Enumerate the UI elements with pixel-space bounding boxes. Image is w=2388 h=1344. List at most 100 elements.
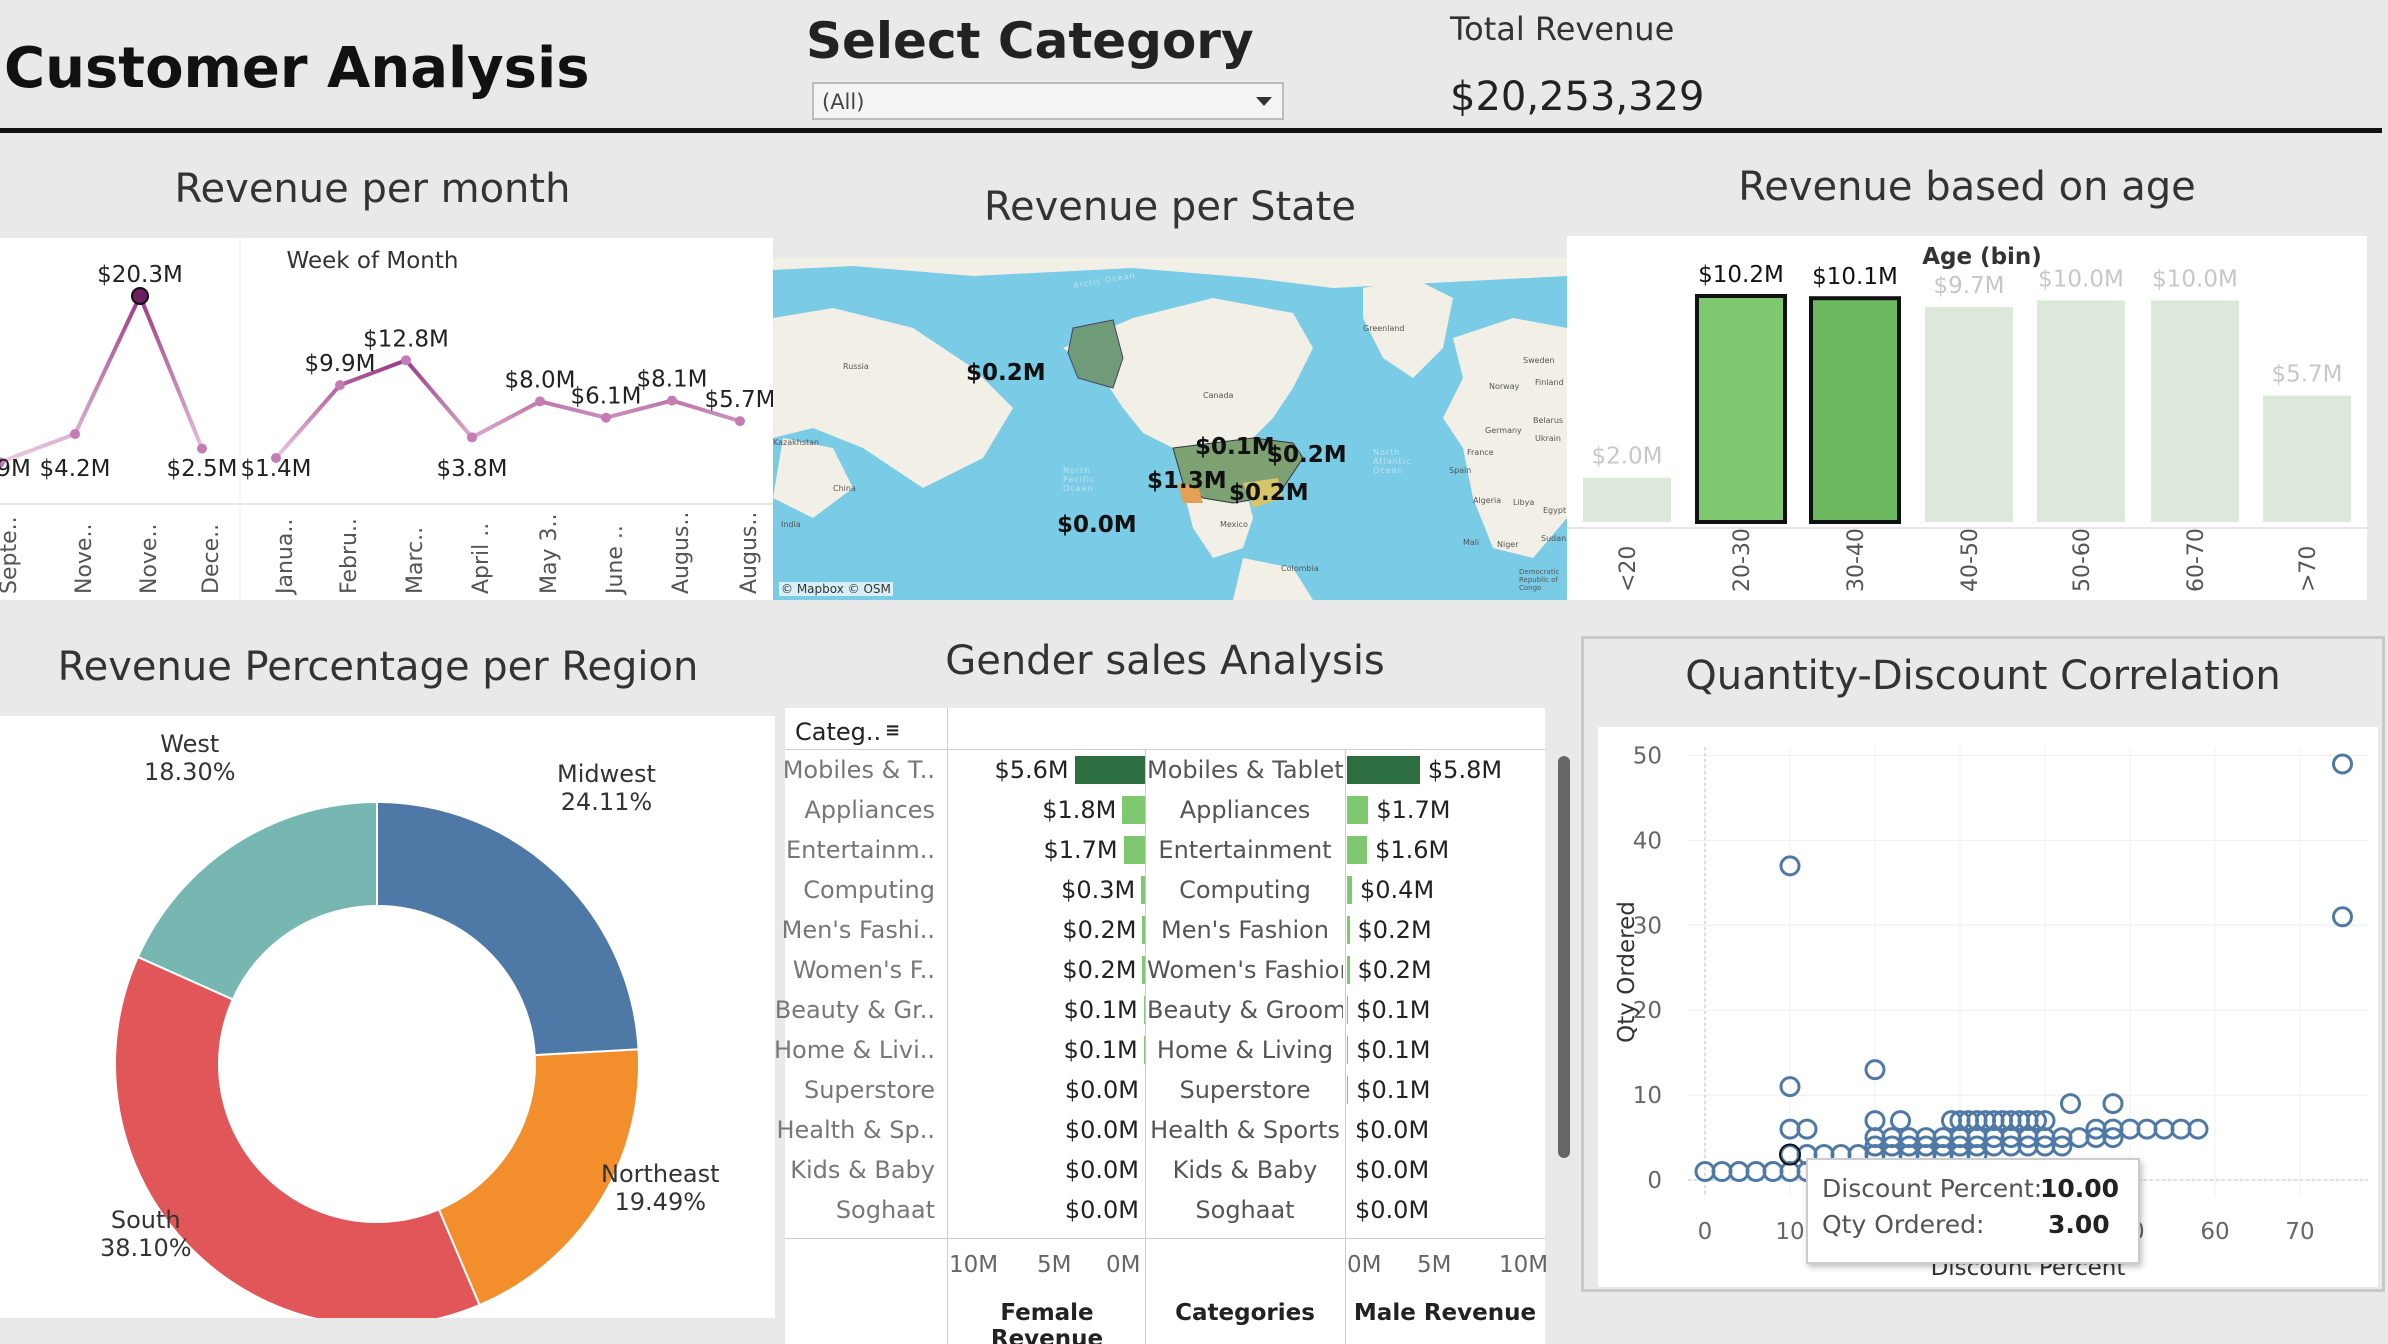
table-row[interactable]: Health & Sp.. $0.0M Health & Sports $0.0M [776,1110,1545,1150]
female-bar[interactable] [1122,796,1145,824]
x-tick-label: 70 [2285,1219,2314,1245]
age-bar [1809,296,1901,525]
ocean-name: North Atlantic Ocean [1373,448,1412,475]
alaska-shape[interactable] [1067,319,1124,389]
highlighted-point [1779,1143,1801,1166]
region-chart-panel: Midwest 24.11% Northeast 19.49% South 38… [0,716,775,1318]
map-label-south: $0.2M [1229,480,1309,506]
category-column-header[interactable]: Categ.. [795,718,882,746]
map-attribution: © Mapbox © OSM [779,582,893,596]
male-bar[interactable] [1347,1036,1349,1064]
category-full-label: Computing [1179,876,1311,904]
region-label-midwest: Midwest 24.11% [557,760,656,816]
category-full-label: Women's Fashion [1147,956,1343,984]
us-south-highlight[interactable] [1243,478,1283,508]
tooltip-y-value: 3.00 [2048,1210,2110,1239]
table-row[interactable]: Home & Livi.. $0.1M Home & Living $0.1M [774,1030,1545,1070]
category-dropdown[interactable]: (All) [812,82,1284,120]
table-row[interactable]: Superstore $0.0M Superstore $0.1M [785,1070,1545,1110]
bar-value-label: $10.1M [1812,264,1898,290]
divider [785,1238,1545,1239]
age-bar [1583,477,1671,522]
scatter-point [2068,1127,2090,1149]
place-name: Colombia [1281,564,1319,573]
data-label: $6.1M [570,384,641,410]
state-map[interactable]: $0.2M $0.1M $0.2M $1.3M $0.2M $0.0M Russ… [773,258,1567,600]
table-row[interactable]: Kids & Baby $0.0M Kids & Baby $0.0M [785,1150,1545,1190]
sort-icon[interactable]: ≡ [885,720,901,741]
table-row[interactable]: Women's F.. $0.2M Women's Fashion $0.2M [785,950,1545,990]
male-bar[interactable] [1347,796,1369,824]
male-bar[interactable] [1347,876,1353,904]
asia-land [773,308,1013,488]
category-full-label: Home & Living [1156,1036,1334,1064]
table-row[interactable]: Appliances $1.8M Appliances $1.7M [785,790,1545,830]
female-bar[interactable] [1141,876,1145,904]
female-bar[interactable] [1123,836,1145,864]
scatter-tooltip: Discount Percent: 10.00 Qty Ordered: 3.0… [1806,1158,2140,1264]
y-axis-title: Qty Ordered [1614,901,1640,1043]
scatter-point [2187,1118,2209,1140]
gender-chart-panel: Categ.. ≡ Mobiles & T.. $5.6M Mobiles & Ta… [774,708,1548,1344]
ocean-name: North Pacific Ocean [1063,466,1096,493]
data-point [535,396,545,407]
female-bar[interactable] [1142,916,1145,944]
male-bar[interactable] [1347,836,1368,864]
chevron-down-icon[interactable] [1256,97,1272,106]
scatter-point [1779,855,1801,877]
category-full-label: Superstore [1179,1076,1311,1104]
female-bar[interactable] [1142,956,1145,984]
place-name: Sudan [1541,534,1567,543]
age-bar [2263,395,2351,522]
axis-tick: 0M [1347,1252,1382,1278]
map-label-northeast: $0.2M [1267,442,1347,468]
category-full-label: Men's Fashion [1161,916,1329,944]
map-label-west: $1.3M [1147,468,1227,494]
male-bar[interactable] [1347,996,1349,1024]
scatter-point [1728,1161,1750,1183]
place-name: Spain [1449,466,1472,475]
female-axis-title: Female Revenue [990,1300,1104,1344]
male-bar[interactable] [1347,756,1420,784]
data-label: $8.1M [636,367,707,393]
gender-scrollbar[interactable] [1558,756,1570,1158]
male-bar[interactable] [1347,916,1350,944]
us-west-highlight[interactable] [1178,483,1203,503]
female-bar[interactable] [1143,1036,1145,1064]
y-tick-label: 20 [1633,998,1662,1024]
scatter-point [1779,1076,1801,1098]
place-name: France [1467,448,1494,457]
female-bar[interactable] [1074,756,1145,784]
table-row[interactable]: Computing $0.3M Computing $0.4M [785,870,1545,910]
axis-tick: 0M [1106,1252,1141,1278]
x-tick-label: 40-50 [1958,528,1983,592]
bar-value-label: $10.2M [1698,262,1784,288]
table-row[interactable]: Soghaat $0.0M Soghaat $0.0M [785,1190,1545,1230]
category-full-label: Appliances [1179,796,1311,824]
place-name: Norway [1489,382,1520,391]
place-name: Mali [1463,538,1480,547]
x-tick-label: Augus.. [669,512,694,594]
data-point [131,287,149,305]
x-tick-label: 10 [1775,1219,1804,1245]
data-point [467,432,477,443]
category-short-label: Soghaat [835,1196,935,1224]
male-bar[interactable] [1347,956,1350,984]
table-row[interactable]: Entertainm.. $1.7M Entertainment $1.6M [785,830,1545,870]
slice-percent: 18.30% [144,758,236,786]
female-bar[interactable] [1143,996,1145,1024]
slice-percent: 19.49% [614,1188,707,1216]
table-row[interactable]: Beauty & Gr.. $0.1M Beauty & Grooming $0.1M [775,990,1545,1030]
table-row[interactable]: Mobiles & T.. $5.6M Mobiles & Tablets $5.8M [783,750,1545,790]
arctic-land [773,258,1567,288]
male-bar[interactable] [1347,1076,1349,1104]
age-bar [2037,300,2125,522]
place-name: Belarus [1533,416,1564,425]
place-name: Kazakhstan [773,438,820,447]
place-name: Russia [843,362,869,371]
region-label-south: South 38.10% [100,1206,192,1262]
age-chart-subtitle: Age (bin) [1922,244,2042,270]
table-row[interactable]: Men's Fashi.. $0.2M Men's Fashion $0.2M [782,910,1545,950]
ocean-name: Arctic Ocean [1072,270,1137,291]
